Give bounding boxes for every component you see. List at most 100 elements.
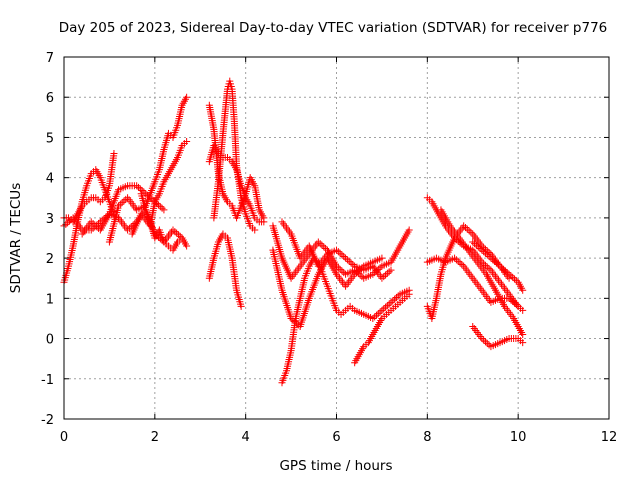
track-5 (105, 93, 191, 246)
interp-point (65, 217, 73, 225)
interp-point (91, 221, 99, 229)
interp-point (480, 336, 488, 344)
interp-point (322, 244, 330, 252)
interp-point (507, 296, 515, 304)
interp-point (491, 257, 499, 265)
interp-point (382, 303, 390, 311)
data-point (110, 150, 118, 158)
x-tick-label: 0 (60, 430, 68, 445)
track-19 (423, 222, 513, 322)
data-point (183, 93, 191, 101)
interp-point (481, 338, 489, 346)
interp-point (136, 185, 144, 193)
interp-point (345, 257, 353, 265)
track-15 (278, 218, 395, 282)
data-point (251, 226, 259, 234)
interp-point (480, 248, 488, 256)
interp-point (498, 264, 506, 272)
interp-point (347, 259, 355, 267)
chart-title: Day 205 of 2023, Sidereal Day-to-day VTE… (59, 20, 608, 36)
interp-point (501, 267, 509, 275)
interp-point (452, 256, 460, 264)
interp-point (120, 197, 128, 205)
data-point (183, 137, 191, 145)
plot-frame (63, 56, 610, 420)
interp-point (391, 295, 399, 303)
track-11 (205, 230, 245, 310)
data-point (487, 254, 495, 262)
x-tick-label: 2 (151, 430, 159, 445)
interp-point (492, 259, 500, 267)
interp-point (338, 251, 346, 259)
interp-point (392, 294, 400, 302)
data-point (115, 202, 122, 210)
x-tick-label: 4 (242, 430, 250, 445)
data-point (519, 339, 527, 347)
interp-point (154, 201, 162, 209)
interp-point (394, 292, 402, 300)
x-tick-label: 6 (332, 430, 340, 445)
data-point (351, 270, 359, 278)
data-point (478, 335, 486, 343)
interp-point (64, 219, 72, 227)
interp-point (374, 310, 382, 318)
data-point (405, 290, 413, 298)
data-point (133, 182, 141, 190)
interp-point (293, 319, 301, 327)
data-point (460, 222, 468, 230)
data-point (405, 226, 413, 234)
interp-point (385, 300, 393, 308)
interp-point (483, 251, 491, 259)
data-point (505, 270, 513, 278)
y-tick-label: 0 (46, 333, 54, 348)
interp-point (489, 256, 497, 264)
interp-point (509, 298, 517, 306)
interp-point (485, 253, 493, 261)
interp-point (340, 269, 348, 277)
data-point (87, 226, 95, 234)
interp-point (358, 273, 366, 281)
interp-point (454, 257, 462, 265)
interp-point (467, 228, 475, 236)
interp-point (472, 241, 480, 249)
y-tick-label: 4 (46, 172, 54, 187)
interp-point (340, 253, 348, 261)
data-point (237, 302, 245, 310)
interp-point (512, 301, 520, 309)
interp-point (494, 261, 502, 269)
interp-point (173, 229, 181, 237)
interp-point (289, 316, 297, 324)
data-point (124, 226, 132, 234)
interp-point (512, 277, 520, 285)
data-point (478, 246, 486, 254)
interp-point (158, 204, 166, 212)
y-axis-title: SDTVAR / TECUs (8, 183, 24, 293)
data-point (505, 294, 513, 302)
interp-point (511, 299, 519, 307)
interp-point (134, 183, 142, 191)
track-22 (469, 322, 527, 351)
data-point (369, 314, 377, 322)
interp-point (380, 305, 388, 313)
interp-point (93, 223, 101, 231)
interp-point (465, 227, 473, 235)
grid (64, 57, 609, 419)
y-tick-label: 1 (46, 292, 54, 307)
interp-point (336, 265, 344, 273)
x-tick-label: 12 (601, 430, 618, 445)
data-point (169, 226, 177, 234)
data-point (519, 331, 527, 339)
interp-point (174, 231, 182, 239)
interp-point (483, 339, 491, 347)
interp-point (376, 308, 384, 316)
interp-point (481, 261, 489, 269)
data-point (260, 214, 268, 222)
y-tick-label: 5 (46, 131, 54, 146)
interp-point (385, 268, 393, 276)
interp-point (463, 225, 471, 233)
interp-point (156, 203, 164, 211)
interp-point (456, 259, 464, 267)
interp-point (372, 311, 380, 319)
interp-point (485, 265, 493, 273)
